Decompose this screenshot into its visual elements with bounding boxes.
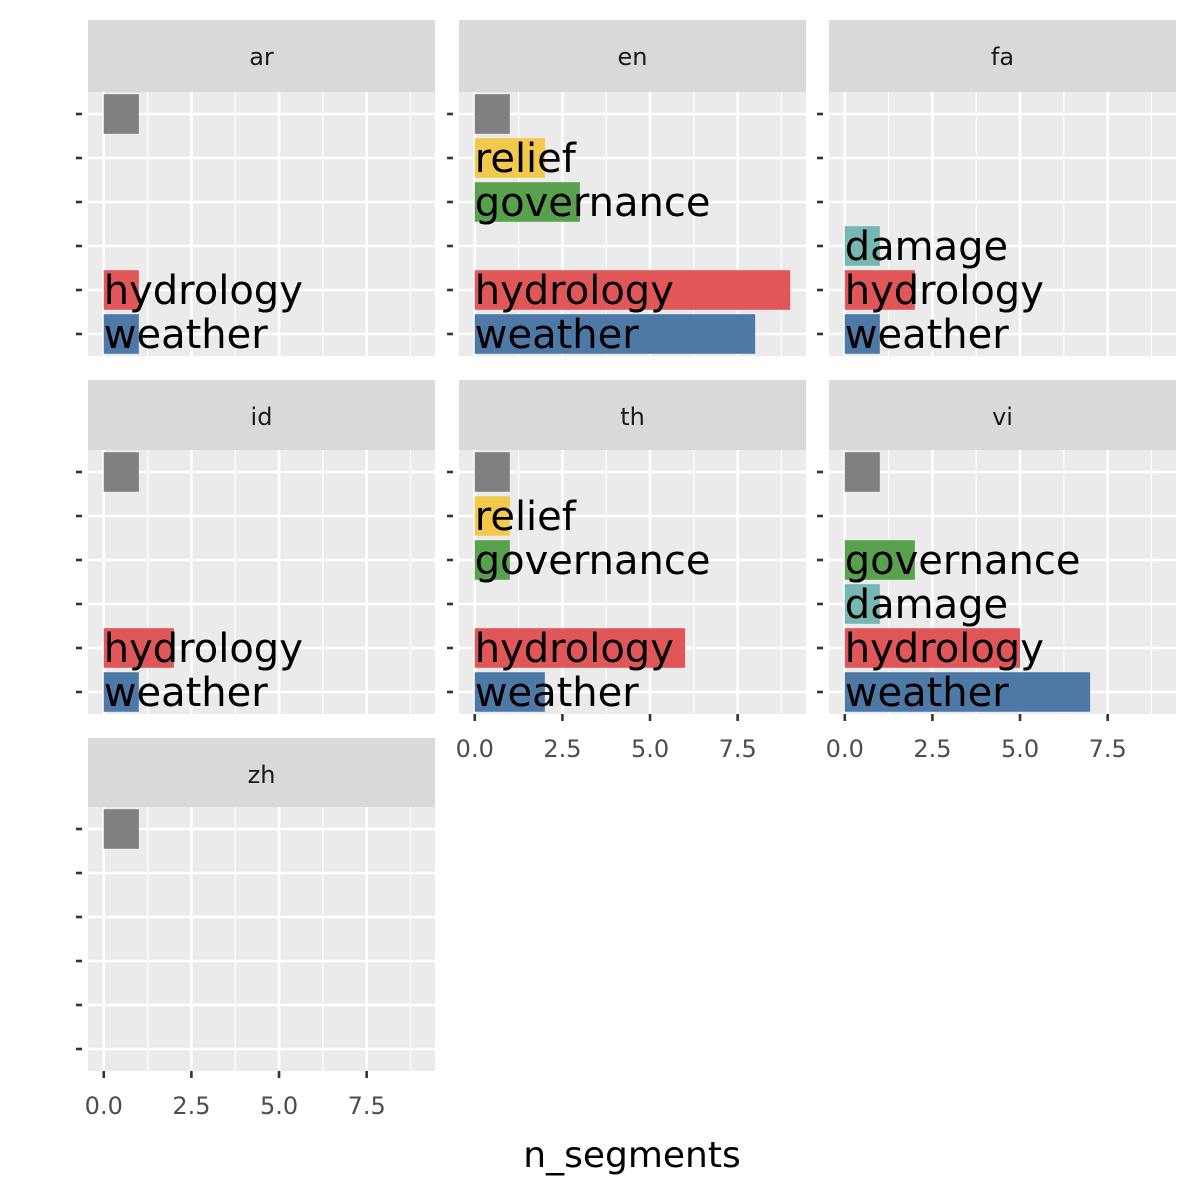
bar-label-hydrology: hydrology xyxy=(475,626,674,672)
x-tick-label: 0.0 xyxy=(456,735,494,763)
x-tick-label: 7.5 xyxy=(719,735,757,763)
bar-hydrology xyxy=(103,270,139,310)
bar-label-damage: damage xyxy=(845,224,1008,270)
bar-relief xyxy=(474,138,545,178)
facet-strip xyxy=(459,380,806,452)
bar-weather xyxy=(844,314,880,354)
bar-blank xyxy=(103,94,139,134)
panel-background xyxy=(88,450,435,714)
bar-hydrology xyxy=(844,270,915,310)
bar-blank xyxy=(103,809,139,849)
facet-strip xyxy=(829,380,1176,452)
bar-hydrology xyxy=(844,628,1021,668)
panel-background xyxy=(88,92,435,356)
facet-strip xyxy=(459,20,806,92)
bar-label-hydrology: hydrology xyxy=(845,268,1044,314)
x-tick-label: 5.0 xyxy=(631,735,669,763)
x-tick-label: 5.0 xyxy=(1001,735,1039,763)
bar-blank xyxy=(474,94,510,134)
bar-label-governance: governance xyxy=(475,180,711,226)
bar-label-hydrology: hydrology xyxy=(475,268,674,314)
bar-weather xyxy=(474,672,545,712)
x-tick-label: 7.5 xyxy=(1089,735,1127,763)
bar-weather xyxy=(103,672,139,712)
panel-background xyxy=(829,450,1176,714)
bar-hydrology xyxy=(474,270,791,310)
bar-hydrology xyxy=(474,628,686,668)
x-tick-label: 2.5 xyxy=(172,1092,210,1120)
bar-damage xyxy=(844,584,880,624)
bar-weather xyxy=(474,314,756,354)
x-tick-label: 5.0 xyxy=(260,1092,298,1120)
bar-label-weather: weather xyxy=(104,670,268,716)
bar-damage xyxy=(844,226,880,266)
bar-label-weather: weather xyxy=(475,670,639,716)
bar-label-hydrology: hydrology xyxy=(845,626,1044,672)
panel-background xyxy=(459,92,806,356)
x-tick-label: 2.5 xyxy=(543,735,581,763)
bar-governance xyxy=(474,182,580,222)
x-axis-title: n_segments xyxy=(523,1135,740,1176)
bar-relief xyxy=(474,496,510,536)
x-tick-label: 0.0 xyxy=(826,735,864,763)
facet-strip-label: id xyxy=(251,403,273,431)
facet-strip-label: fa xyxy=(991,43,1014,71)
bar-weather xyxy=(103,314,139,354)
bar-label-governance: governance xyxy=(845,538,1081,584)
bar-label-relief: relief xyxy=(475,136,577,182)
facet-strip-label: vi xyxy=(992,403,1013,431)
panel-background xyxy=(829,92,1176,356)
facet-panel-zh: zh 0.0 2.5 5.0 7.5 xyxy=(76,738,435,1120)
bar-label-damage: damage xyxy=(845,582,1008,628)
bar-label-hydrology: hydrology xyxy=(104,268,303,314)
bar-label-weather: weather xyxy=(845,312,1009,358)
panel-background xyxy=(459,450,806,714)
bar-blank xyxy=(474,452,510,492)
bar-blank xyxy=(844,452,880,492)
facet-strip-label: en xyxy=(618,43,648,71)
bar-label-weather: weather xyxy=(475,312,639,358)
facet-strip xyxy=(88,20,435,92)
bar-hydrology xyxy=(103,628,174,668)
facet-strip-label: th xyxy=(620,403,645,431)
bar-blank xyxy=(103,452,139,492)
bar-governance xyxy=(474,540,510,580)
bar-governance xyxy=(844,540,915,580)
bar-label-governance: governance xyxy=(475,538,711,584)
facet-strip-label: zh xyxy=(248,761,276,789)
bar-label-weather: weather xyxy=(104,312,268,358)
facet-strip xyxy=(829,20,1176,92)
x-tick-label: 0.0 xyxy=(85,1092,123,1120)
bar-label-hydrology: hydrology xyxy=(104,626,303,672)
facet-strip xyxy=(88,738,435,810)
x-tick-label: 7.5 xyxy=(348,1092,386,1120)
bar-weather xyxy=(844,672,1091,712)
x-tick-label: 2.5 xyxy=(913,735,951,763)
bar-label-relief: relief xyxy=(475,494,577,540)
panel-background xyxy=(88,807,435,1071)
bar-label-weather: weather xyxy=(845,670,1009,716)
facet-strip-label: ar xyxy=(249,43,274,71)
facet-strip xyxy=(88,380,435,452)
